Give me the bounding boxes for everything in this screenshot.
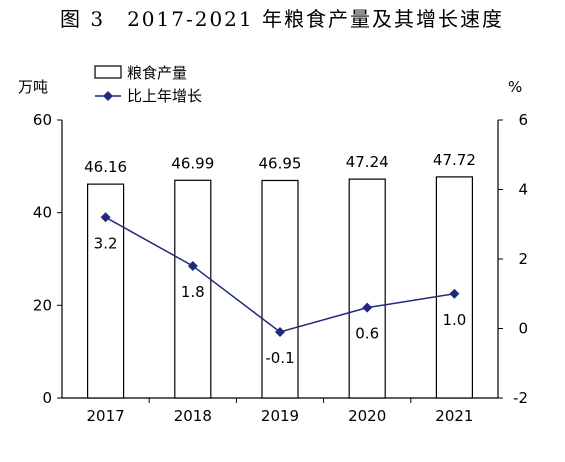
left-tick-label: 40: [33, 204, 52, 222]
x-tick-label: 2019: [261, 407, 299, 425]
line-value-label: 0.6: [355, 325, 379, 343]
bar-value-label: 46.16: [84, 158, 127, 176]
left-tick-label: 20: [33, 296, 52, 314]
data-labels: 46.16 46.99 46.95 47.24 47.72 3.2 1.8 -0.1 0.6 1.…: [84, 151, 476, 367]
left-tick-label: 0: [42, 389, 52, 407]
line-marker: [187, 260, 198, 271]
line-value-label: 3.2: [94, 234, 118, 252]
bar-value-label: 47.72: [433, 151, 476, 169]
bar: [174, 179, 212, 399]
right-tick-label: 0: [518, 320, 528, 338]
legend-bar-swatch: [94, 65, 122, 79]
right-tick-label: 6: [518, 111, 528, 129]
x-tick-label: 2018: [174, 407, 212, 425]
left-axis-unit: 万吨: [18, 78, 48, 96]
line-marker: [100, 212, 111, 223]
line-marker: [275, 326, 285, 337]
bar-value-label: 46.95: [259, 154, 302, 172]
chart-title: 图 3 2017-2021 年粮食产量及其增长速度: [60, 7, 504, 31]
right-tick-label: 4: [518, 181, 528, 199]
bar-value-label: 47.24: [346, 153, 389, 171]
legend-line-marker: [103, 91, 113, 101]
bar: [348, 178, 386, 399]
line-value-label: -0.1: [265, 349, 294, 367]
x-tick-label: 2021: [435, 407, 473, 425]
line-value-label: 1.8: [181, 283, 205, 301]
legend: 粮食产量 比上年增长: [94, 64, 202, 105]
bar: [261, 179, 299, 399]
bar: [435, 176, 473, 399]
axes: 0 20 40 60 -2 0 2 4 6 2017 2018 2019 2020 2021: [33, 111, 528, 425]
right-tick-label: -2: [513, 389, 528, 407]
x-tick-label: 2017: [87, 407, 125, 425]
line-series: [100, 212, 460, 337]
left-tick-label: 60: [33, 111, 52, 129]
right-axis-unit: %: [508, 78, 522, 96]
line-marker: [449, 288, 460, 299]
x-tick-label: 2020: [348, 407, 386, 425]
right-tick-label: 2: [518, 250, 528, 268]
legend-line-label: 比上年增长: [127, 87, 202, 105]
legend-bar-label: 粮食产量: [127, 64, 187, 82]
bar-value-label: 46.99: [171, 154, 214, 172]
bar-series: [86, 176, 473, 399]
line-value-label: 1.0: [442, 311, 466, 329]
line-marker: [362, 302, 373, 313]
